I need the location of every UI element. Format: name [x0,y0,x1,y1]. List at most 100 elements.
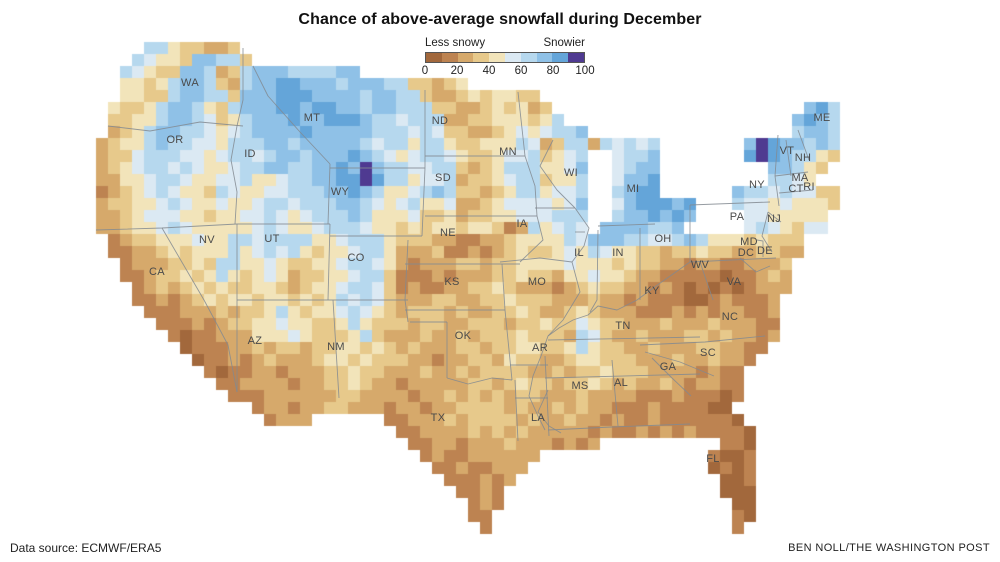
state-label-co: CO [347,252,365,264]
state-border-line [107,121,244,132]
state-label-ma: MA [791,172,809,184]
state-border-line [421,167,426,237]
state-label-ok: OK [454,330,472,342]
state-label-tn: TN [615,320,631,332]
state-label-id: ID [244,148,256,160]
state-border-line [514,379,519,442]
state-label-mt: MT [303,112,321,124]
state-label-ri: RI [803,181,815,193]
state-border-line [517,91,526,157]
state-border-line [547,261,691,337]
state-label-wv: WV [690,259,710,271]
state-label-wa: WA [181,77,199,89]
credit-line: BEN NOLL/THE WASHINGTON POST [788,542,990,554]
state-border-line [767,211,782,223]
state-border-line [639,335,766,346]
state-label-ca: CA [149,266,165,278]
state-border-line [327,223,331,301]
state-label-fl: FL [706,453,720,465]
state-label-nc: NC [721,311,739,323]
state-border-line [404,299,409,323]
state-border-line [597,223,656,227]
state-border-line [699,261,714,301]
state-border-line [761,211,773,253]
state-border-line [785,139,792,177]
state-border-line [544,355,550,437]
state-border-line [404,239,409,301]
state-label-ga: GA [659,361,677,373]
state-label-nj: NJ [766,213,782,225]
state-label-la: LA [530,412,546,424]
state-border-line [651,357,692,397]
state-label-oh: OH [654,233,672,245]
state-label-nh: NH [794,152,812,164]
state-label-il: IL [574,247,584,259]
state-border-line [501,263,506,311]
state-label-va: VA [726,276,742,288]
state-label-nd: ND [431,115,449,127]
state-label-az: AZ [247,335,263,347]
state-border-line [778,189,814,194]
state-border-line [774,134,779,177]
state-label-me: ME [813,112,831,124]
state-label-mn: MN [499,146,517,158]
state-border-line [589,229,599,313]
state-border-line [547,261,581,337]
state-label-ut: UT [264,233,280,245]
state-label-dc: DC [737,247,755,259]
state-label-vt: VT [779,145,795,157]
state-border-line [539,139,576,209]
state-border-line [797,129,810,161]
state-border-line [537,389,562,434]
state-label-ms: MS [571,380,589,392]
data-source-note: Data source: ECMWF/ERA5 [10,541,162,555]
state-label-in: IN [612,247,624,259]
state-label-md: MD [740,236,758,248]
state-border-line [524,155,538,217]
state-label-mi: MI [626,183,640,195]
state-label-ct: CT [788,183,804,195]
state-border-line [95,223,238,231]
state-border-line [611,359,619,427]
state-label-mo: MO [527,276,547,288]
state-label-ia: IA [516,218,528,230]
state-border-line [446,377,513,385]
state-border-line [327,163,331,225]
state-border-line [689,257,777,263]
state-label-tx: TX [430,412,446,424]
state-border-line [544,373,701,379]
state-border-line [739,257,771,273]
state-label-nv: NV [199,234,215,246]
state-border-line [332,299,340,399]
state-border-line [774,175,780,207]
state-border-line [547,423,691,431]
state-border-line [547,336,701,341]
state-label-ky: KY [644,285,660,297]
state-label-wy: WY [330,186,350,198]
state-border-line [519,215,544,263]
state-border-line [774,171,809,177]
state-border-line [252,65,331,165]
state-border-line [528,335,549,431]
state-border-line [644,351,715,377]
state-border-line [756,239,764,257]
state-label-ny: NY [749,179,765,191]
state-label-sd: SD [435,172,451,184]
state-label-nm: NM [327,341,345,353]
state-label-al: AL [613,377,629,389]
state-label-wi: WI [563,167,579,179]
state-border-line [161,227,238,393]
state-label-pa: PA [729,211,745,223]
state-border-line [571,207,590,263]
state-border-line [504,309,513,381]
state-label-ar: AR [532,342,548,354]
state-border-line [689,201,771,206]
state-label-or: OR [166,134,184,146]
state-border-line [230,48,244,225]
state-label-ne: NE [440,227,456,239]
state-border-line [499,257,573,263]
